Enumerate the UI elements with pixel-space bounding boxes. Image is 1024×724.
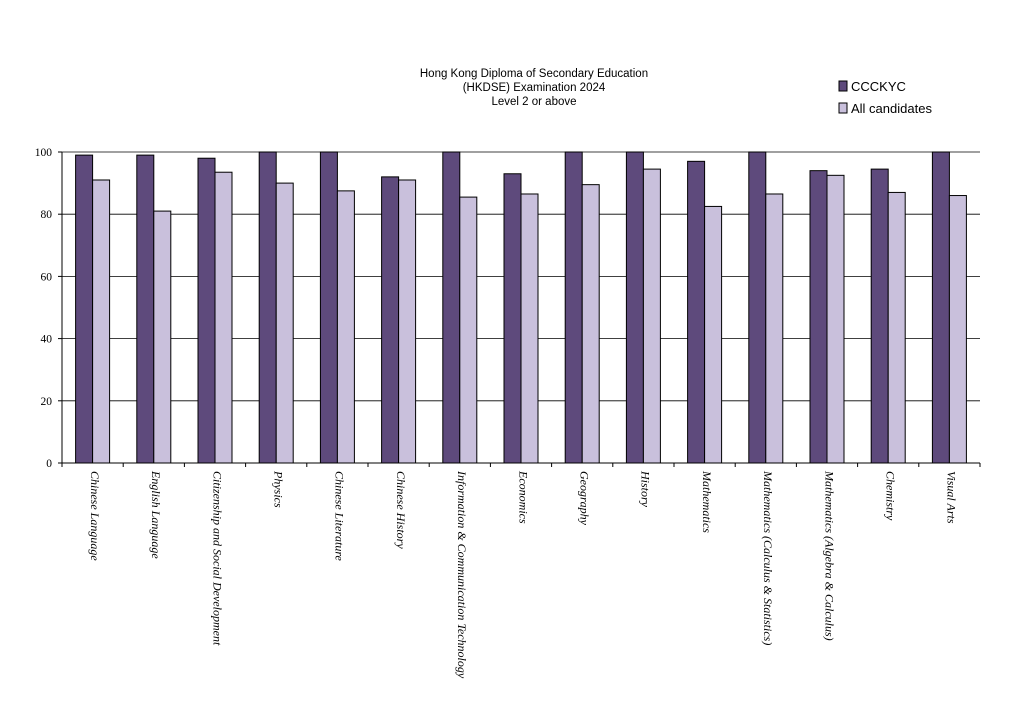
x-tick-label: Mathematics (Algebra & Calculus) bbox=[822, 470, 836, 641]
chart-title-line-1: Hong Kong Diploma of Secondary Education bbox=[420, 68, 648, 80]
chart-title: Hong Kong Diploma of Secondary Education… bbox=[420, 68, 648, 108]
bar-ccckyc bbox=[809, 170, 828, 464]
bar-ccckyc bbox=[503, 173, 522, 464]
x-tick-label: Economics bbox=[516, 470, 530, 524]
bar-ccckyc bbox=[258, 151, 277, 464]
bar-ccckyc bbox=[197, 157, 216, 464]
legend: CCCKYC All candidates bbox=[838, 79, 932, 116]
y-tick-label: 40 bbox=[41, 334, 53, 346]
x-tick-label: History bbox=[639, 470, 653, 508]
y-tick-label: 0 bbox=[46, 458, 52, 470]
bar-all-candidates bbox=[826, 174, 845, 464]
bar-all-candidates bbox=[581, 184, 600, 464]
legend-label-ccckyc: CCCKYC bbox=[851, 79, 906, 94]
x-tick-label: Mathematics (Calculus & Statistics) bbox=[761, 470, 775, 645]
x-tick-label: Chemistry bbox=[883, 471, 897, 521]
y-tick-label: 60 bbox=[41, 271, 53, 283]
bar-ccckyc bbox=[870, 168, 889, 464]
y-tick-label: 20 bbox=[41, 396, 53, 408]
bar-all-candidates bbox=[275, 182, 294, 464]
bar-ccckyc bbox=[748, 151, 767, 464]
bar-all-candidates bbox=[765, 193, 784, 464]
bar-ccckyc bbox=[319, 151, 338, 464]
bar-all-candidates bbox=[92, 179, 111, 464]
bar-all-candidates bbox=[459, 196, 478, 464]
x-tick-label: Physics bbox=[271, 470, 285, 508]
bar-all-candidates bbox=[153, 210, 172, 464]
x-tick-label: Visual Arts bbox=[945, 471, 959, 524]
x-tick-label: Chinese Language bbox=[88, 471, 102, 561]
x-tick-label: Chinese Literature bbox=[333, 471, 347, 562]
chart-title-line-2: (HKDSE) Examination 2024 bbox=[463, 82, 606, 94]
bar-ccckyc bbox=[75, 154, 94, 464]
x-tick-label: Citizenship and Social Development bbox=[210, 471, 224, 646]
bar-all-candidates bbox=[336, 190, 355, 464]
bar-all-candidates bbox=[398, 179, 417, 464]
y-tick-label: 100 bbox=[35, 147, 53, 159]
bar-all-candidates bbox=[948, 195, 967, 464]
plot-area: 0 20 40 60 80 100 Chinese Language English Lang… bbox=[35, 147, 981, 679]
bar-ccckyc bbox=[564, 151, 583, 464]
bar-all-candidates bbox=[704, 205, 723, 464]
x-tick-label: Chinese History bbox=[394, 471, 408, 549]
x-tick-label: English Language bbox=[149, 470, 163, 559]
bar-all-candidates bbox=[887, 191, 906, 464]
x-tick-label: Mathematics bbox=[700, 470, 714, 533]
y-tick-label: 80 bbox=[41, 209, 53, 221]
bar-ccckyc bbox=[381, 176, 400, 464]
legend-swatch-all-candidates bbox=[838, 102, 848, 114]
bar-all-candidates bbox=[520, 193, 539, 464]
bar-ccckyc bbox=[442, 151, 461, 464]
bar-ccckyc bbox=[625, 151, 644, 464]
bar-all-candidates bbox=[214, 171, 233, 464]
chart-title-line-3: Level 2 or above bbox=[491, 96, 576, 108]
legend-label-all-candidates: All candidates bbox=[851, 101, 932, 116]
x-tick-label: Information & Communication Technology bbox=[455, 470, 469, 679]
x-tick-label: Geography bbox=[577, 471, 591, 526]
legend-swatch-ccckyc bbox=[838, 80, 848, 92]
bar-ccckyc bbox=[687, 160, 706, 464]
bar-ccckyc bbox=[931, 151, 950, 464]
bar-all-candidates bbox=[642, 168, 661, 464]
bar-ccckyc bbox=[136, 154, 155, 464]
